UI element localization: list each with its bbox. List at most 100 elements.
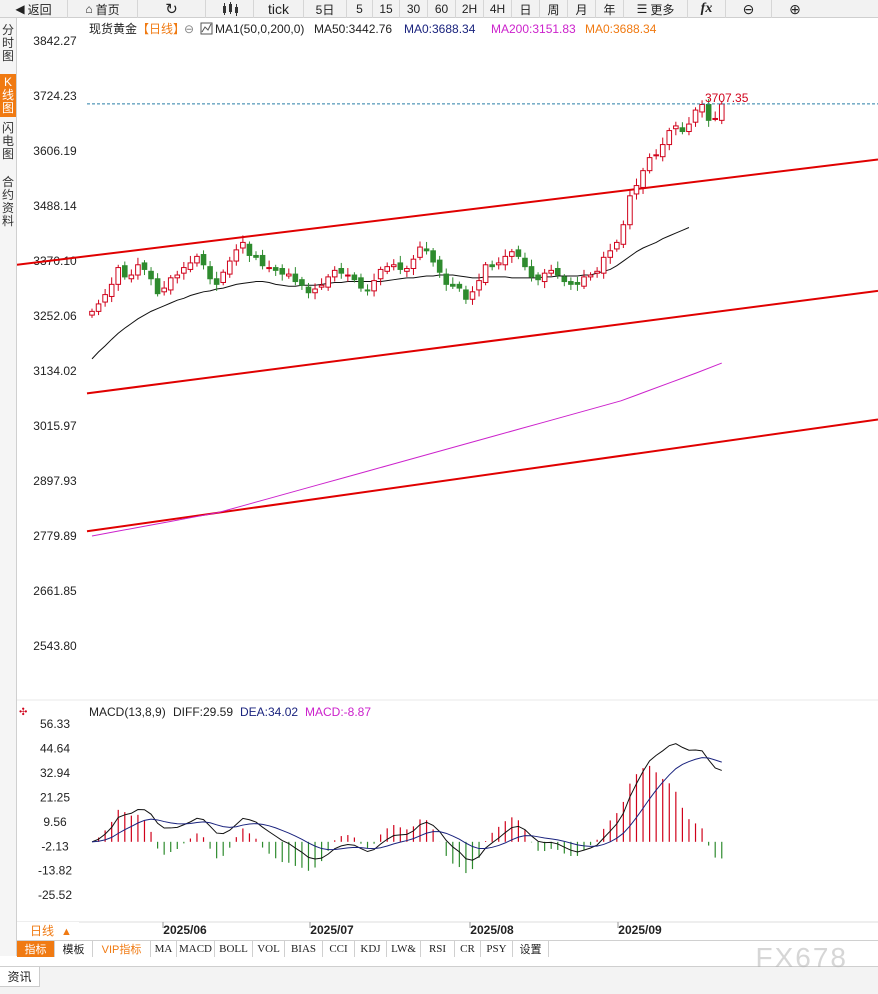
candle-body	[515, 249, 522, 257]
tab-vol[interactable]: VOL	[253, 941, 285, 957]
candle-body	[463, 289, 469, 300]
candle-body	[233, 249, 240, 262]
zoom-in-button[interactable]: ⊕	[772, 0, 818, 18]
candle-body	[659, 144, 666, 158]
news-tab[interactable]: 资讯	[0, 967, 40, 987]
tab-kdj[interactable]: KDJ	[355, 941, 387, 957]
refresh-button[interactable]: ↻	[138, 0, 206, 18]
period-button-month[interactable]: 月	[568, 0, 596, 18]
period-button-2h[interactable]: 2H	[456, 0, 484, 18]
candle-body	[181, 267, 187, 274]
tab-ma[interactable]: MA	[151, 941, 177, 957]
candle-body	[161, 287, 167, 293]
last-price-label: 3707.35	[705, 91, 749, 105]
indicator-chart-icon-line	[201, 23, 212, 33]
macd-dea: DEA:34.02	[240, 705, 298, 719]
tab-timeshare[interactable]: 分时图	[1, 23, 14, 63]
tab-lw[interactable]: LW&	[387, 941, 421, 957]
macd-histogram	[97, 765, 723, 874]
candle-body	[240, 241, 246, 249]
period-button-30min[interactable]: 30	[400, 0, 428, 18]
tab-cci[interactable]: CCI	[323, 941, 355, 957]
tab-rsi[interactable]: RSI	[421, 941, 455, 957]
tab-settings[interactable]: 设置	[513, 941, 549, 957]
period-button-week[interactable]: 周	[540, 0, 568, 18]
dea-line	[91, 757, 722, 851]
period-button-5min[interactable]: 5	[347, 0, 373, 18]
tab-indicator[interactable]: 指标	[17, 941, 55, 957]
candle-body	[699, 103, 705, 113]
candle-body	[535, 274, 541, 281]
period-button-15min[interactable]: 15	[373, 0, 400, 18]
tick-button[interactable]: tick	[254, 0, 304, 18]
back-button[interactable]: ◀ 返回	[0, 0, 68, 18]
home-button[interactable]: ⌂ 首页	[68, 0, 138, 18]
more-button[interactable]: ☰ 更多	[624, 0, 688, 18]
macd-settings-icon[interactable]: ✣	[19, 707, 27, 718]
candlestick-button[interactable]	[206, 0, 254, 18]
tab-contract-info[interactable]: 合约资料	[1, 175, 14, 228]
date-axis: 2025/06 2025/07 2025/08 2025/09	[162, 922, 662, 937]
candle-body	[154, 278, 161, 295]
tab-boll[interactable]: BOLL	[215, 941, 253, 957]
info-bar: 资讯	[0, 966, 878, 994]
watermark-logo: FX678	[755, 942, 848, 973]
zoom-out-button[interactable]: ⊖	[726, 0, 772, 18]
candle-body	[404, 268, 410, 272]
top-toolbar: ◀ 返回 ⌂ 首页 ↻ tick 5日 5 15 30 60 2H 4H 日 周 月…	[0, 0, 878, 18]
macd-tick-label: -2.13	[41, 839, 69, 853]
trend-lines[interactable]	[17, 158, 878, 533]
candles[interactable]	[89, 98, 725, 318]
candle-body	[679, 127, 686, 133]
macd-tick-label: 32.94	[40, 766, 70, 780]
ma-params-label: MA1(50,0,200,0)	[215, 22, 304, 36]
candle-body	[194, 255, 200, 264]
tab-vip-indicator[interactable]: VIP指标	[93, 941, 151, 957]
tab-macd[interactable]: MACD	[177, 941, 215, 957]
candle-body	[384, 266, 390, 272]
formula-button[interactable]: fx	[688, 0, 726, 18]
candle-body	[581, 276, 587, 287]
candle-body	[226, 260, 233, 275]
period-label[interactable]: 日线	[30, 924, 54, 938]
period-label-box[interactable]	[17, 922, 79, 938]
macd-tick-label: 9.56	[43, 815, 67, 829]
tab-flash[interactable]: 闪电图	[1, 121, 14, 161]
ma50-value: MA50:3442.76	[314, 22, 392, 36]
collapse-icon[interactable]: ⊖	[184, 22, 194, 36]
candlestick-icon	[222, 2, 238, 16]
period-dropdown-icon[interactable]: ▲	[61, 926, 72, 938]
candle-body	[436, 259, 443, 273]
period-button-day[interactable]: 日	[512, 0, 540, 18]
period-button-60min[interactable]: 60	[428, 0, 456, 18]
price-tick-label: 3842.27	[33, 34, 77, 48]
candle-body	[397, 262, 404, 270]
candle-body	[213, 278, 220, 285]
candle-body	[259, 254, 266, 267]
period-button-year[interactable]: 年	[596, 0, 624, 18]
price-axis: 3842.273724.233606.193488.143370.103252.…	[33, 34, 77, 653]
period-button-4h[interactable]: 4H	[484, 0, 512, 18]
date-tick-label: 2025/07	[310, 923, 354, 937]
candle-body	[686, 123, 692, 133]
candle-body	[718, 103, 725, 121]
trend-line	[17, 158, 878, 266]
indicator-tabs: 指标 模板 VIP指标 MA MACD BOLL VOL BIAS CCI KD…	[17, 940, 878, 957]
candle-body	[95, 303, 102, 312]
candle-body	[430, 250, 436, 263]
kline-chart[interactable]: 现货黄金 【日线】 ⊖ MA1(50,0,200,0) MA50:3442.76…	[17, 18, 878, 940]
candle-body	[476, 280, 482, 291]
candle-body	[331, 269, 338, 278]
candle-body	[417, 246, 423, 258]
tab-bias[interactable]: BIAS	[285, 941, 323, 957]
tab-template[interactable]: 模板	[55, 941, 93, 957]
back-arrow-icon: ◀	[15, 2, 25, 16]
candle-body	[200, 254, 207, 266]
tab-psy[interactable]: PSY	[481, 941, 513, 957]
period-button-5day[interactable]: 5日	[304, 0, 347, 18]
candle-body	[528, 266, 535, 278]
tab-kline[interactable]: K线图	[0, 74, 16, 117]
candle-body	[128, 274, 135, 280]
candle-body	[279, 268, 286, 275]
tab-cr[interactable]: CR	[455, 941, 481, 957]
